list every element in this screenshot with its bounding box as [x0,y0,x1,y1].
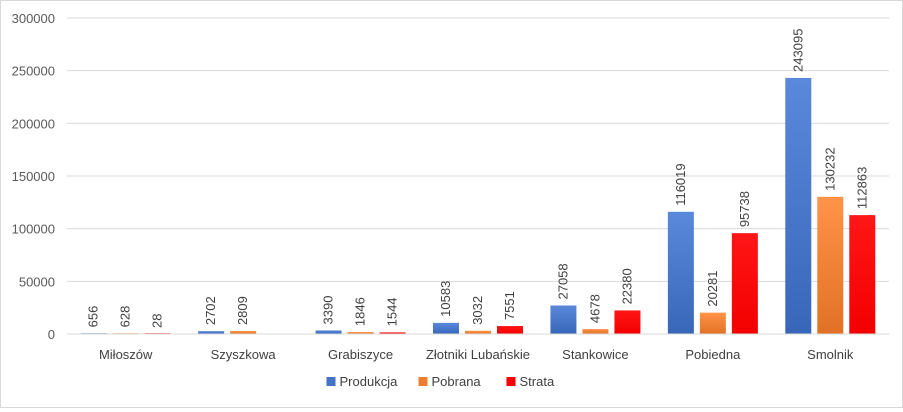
bars [80,77,876,334]
category-label-grabiszyce: Grabiszyce [328,347,393,362]
legend: Produkcja Pobrana Strata [326,374,555,389]
y-axis-ticks: 0 50000 100000 150000 200000 250000 300000 [12,11,55,342]
bar-produkcja-szyszkowa [198,331,225,334]
data-label-produkcja-grabiszyce: 3390 [321,296,336,325]
bar-strata-stankowice [614,310,641,334]
data-label-pobrana-grabiszyce: 1846 [353,297,368,326]
data-labels: 656 628 28 2702 2809 3390 1846 1544 10583 3032 755… [86,29,870,328]
bar-produkcja-grabiszyce [315,330,342,334]
data-label-strata-stankowice: 22380 [619,268,634,304]
legend-label-strata: Strata [520,374,555,389]
data-label-pobrana-miloszow: 628 [118,306,133,328]
bar-pobrana-grabiszyce [347,332,374,334]
bar-strata-smolnik [849,215,876,334]
y-tick-label-200000: 200000 [12,116,55,131]
data-label-pobrana-zlotniki-lubanskie: 3032 [470,296,485,325]
bar-produkcja-stankowice [550,305,577,334]
bar-strata-zlotniki-lubanskie [497,326,523,334]
bar-pobrana-smolnik [817,196,844,334]
category-label-szyszkowa: Szyszkowa [211,347,277,362]
data-label-pobrana-pobiedna: 20281 [705,270,720,306]
category-label-pobiedna: Pobiedna [685,347,741,362]
data-label-pobrana-stankowice: 4678 [587,294,602,323]
bar-pobrana-pobiedna [699,312,726,334]
data-label-produkcja-zlotniki-lubanskie: 10583 [438,281,453,317]
legend-swatch-strata [506,377,516,386]
legend-swatch-produkcja [326,377,336,386]
legend-label-pobrana: Pobrana [432,374,482,389]
data-label-strata-smolnik: 112863 [854,167,869,209]
y-tick-label-0: 0 [48,327,55,342]
category-label-stankowice: Stankowice [562,347,628,362]
data-label-strata-zlotniki-lubanskie: 7551 [502,291,517,320]
data-label-produkcja-pobiedna: 116019 [673,163,688,205]
category-label-zlotniki-lubanskie: Złotniki Lubańskie [426,347,530,362]
bar-produkcja-smolnik [785,77,812,334]
bar-strata-grabiszyce [379,332,406,334]
gridlines [67,17,889,282]
data-label-strata-pobiedna: 95738 [737,191,752,227]
y-tick-label-250000: 250000 [12,64,55,79]
data-label-strata-miloszow: 28 [150,314,165,328]
category-label-smolnik: Smolnik [807,347,854,362]
bar-strata-pobiedna [731,233,758,334]
data-label-produkcja-smolnik: 243095 [790,29,805,72]
data-label-produkcja-stankowice: 27058 [555,263,570,299]
y-tick-label-50000: 50000 [19,274,55,289]
data-label-pobrana-smolnik: 130232 [822,147,837,190]
data-label-strata-grabiszyce: 1544 [385,297,400,326]
bar-pobrana-zlotniki-lubanskie [465,330,491,334]
bar-produkcja-pobiedna [667,211,694,334]
data-label-produkcja-szyszkowa: 2702 [203,296,218,325]
data-label-produkcja-miloszow: 656 [86,306,101,328]
y-tick-label-300000: 300000 [12,11,55,26]
y-tick-label-100000: 100000 [12,222,55,237]
bar-produkcja-zlotniki-lubanskie [433,322,459,334]
y-tick-label-150000: 150000 [12,169,55,184]
bar-pobrana-stankowice [582,329,609,334]
data-label-pobrana-szyszkowa: 2809 [235,296,250,325]
legend-swatch-pobrana [418,377,428,386]
legend-label-produkcja: Produkcja [340,374,399,389]
bar-pobrana-szyszkowa [230,331,257,334]
category-label-miloszow: Miłoszów [99,347,153,362]
category-labels: Miłoszów Szyszkowa Grabiszyce Złotniki Luba… [99,347,854,362]
